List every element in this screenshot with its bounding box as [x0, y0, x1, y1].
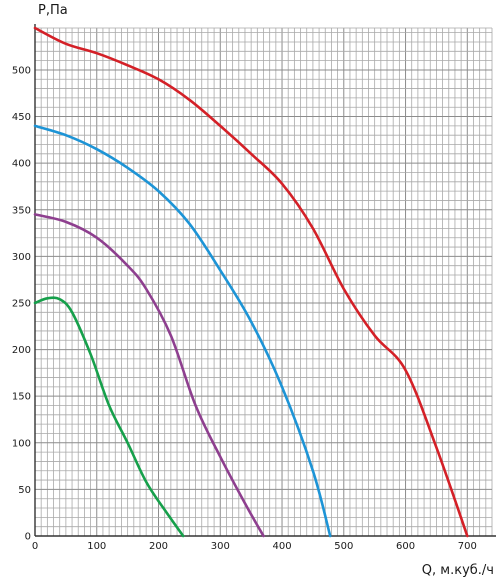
y-tick-label: 350	[12, 205, 31, 216]
x-tick-label: 500	[334, 541, 353, 552]
y-tick-label: 50	[18, 485, 31, 496]
x-tick-label: 700	[458, 541, 477, 552]
y-tick-label: 450	[12, 112, 31, 123]
x-tick-label: 200	[149, 541, 168, 552]
y-tick-label: 500	[12, 65, 31, 76]
x-tick-label: 400	[272, 541, 291, 552]
x-axis-title: Q, м.куб./ч	[422, 563, 494, 578]
series-lines	[33, 26, 469, 538]
axes	[34, 24, 496, 537]
x-tick-label: 300	[211, 541, 230, 552]
grid	[34, 27, 493, 537]
tick-labels: 0 50 100 150 200 250 300 350 400 450 500 0 100 200 300…	[12, 65, 477, 552]
x-tick-label: 0	[32, 541, 38, 552]
y-tick-label: 0	[25, 532, 31, 543]
y-tick-label: 250	[12, 298, 31, 309]
series-line-3	[33, 213, 265, 538]
x-tick-label: 100	[87, 541, 106, 552]
y-tick-label: 200	[12, 345, 31, 356]
x-tick-label: 600	[396, 541, 415, 552]
y-axis-title: P,Па	[38, 3, 68, 18]
y-tick-label: 150	[12, 392, 31, 403]
y-tick-label: 400	[12, 159, 31, 170]
y-tick-label: 100	[12, 438, 31, 449]
y-tick-label: 300	[12, 252, 31, 263]
series-line-2	[33, 124, 332, 538]
series-line-4	[33, 296, 185, 538]
series-line-1	[33, 26, 469, 538]
